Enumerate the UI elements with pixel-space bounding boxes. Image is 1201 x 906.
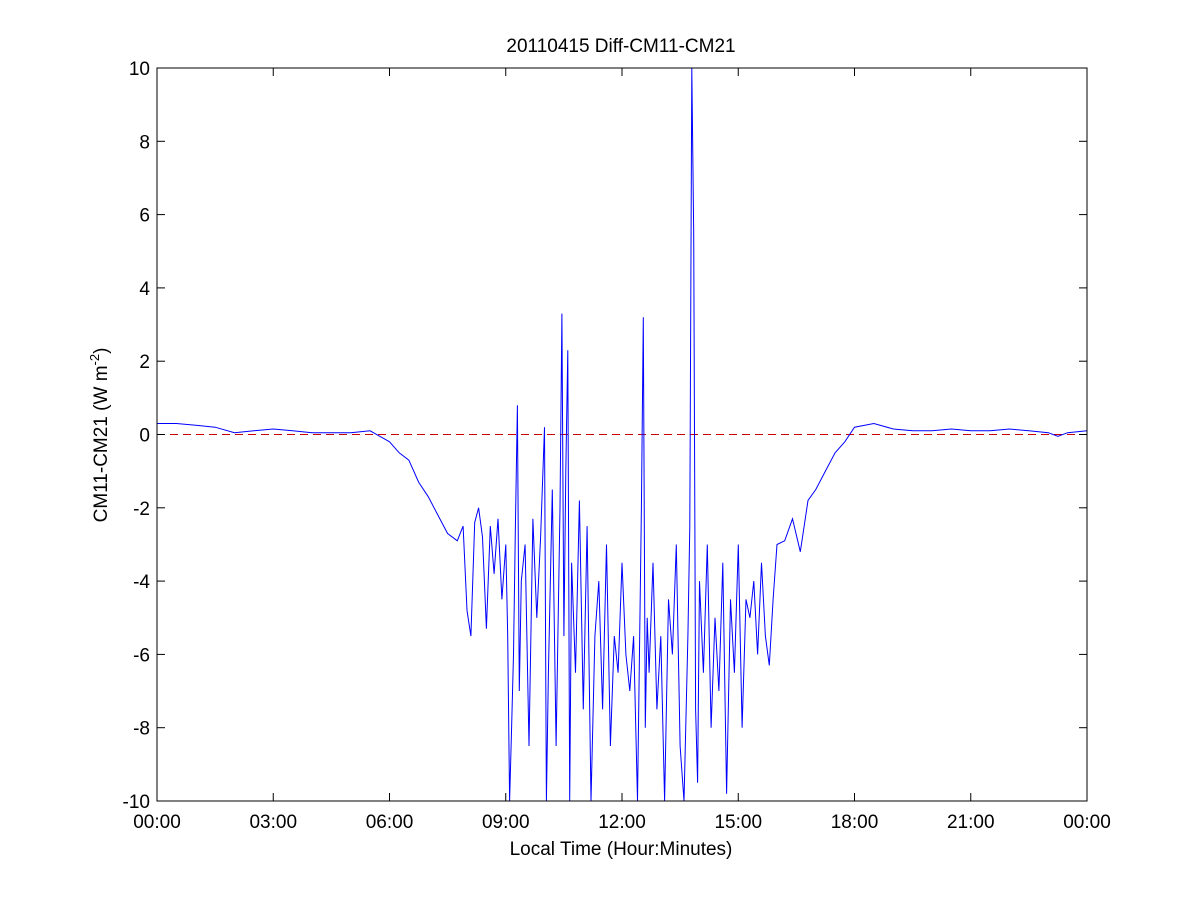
plot-frame (156, 67, 1088, 802)
x-tick-label: 03:00 (249, 812, 297, 833)
x-tick-label: 15:00 (714, 812, 762, 833)
x-tick-label: 00:00 (1063, 812, 1111, 833)
x-tick-label: 06:00 (366, 812, 414, 833)
x-tick-label: 09:00 (482, 812, 530, 833)
x-tick-label: 18:00 (831, 812, 879, 833)
y-tick-label: -2 (133, 499, 150, 520)
plot-area: 00:00 03:00 06:00 09:00 12:00 15:00 18:00 21:00… (123, 59, 1111, 833)
x-axis-title: Local Time (Hour:Minutes) (510, 839, 733, 860)
x-tick-label: 00:00 (133, 812, 181, 833)
y-tick-label: 6 (139, 206, 150, 227)
x-tick-label: 21:00 (947, 812, 995, 833)
y-axis-title-superscript: -2 (87, 354, 102, 366)
y-tick-label: -10 (123, 792, 150, 813)
y-axis-title-suffix: ) (91, 348, 112, 354)
chart-title: 20110415 Diff-CM11-CM21 (506, 36, 735, 57)
y-tick-label: -4 (133, 572, 150, 593)
y-tick-label: -6 (133, 645, 150, 666)
y-axis-title-base: CM11-CM21 (W m (91, 365, 112, 522)
y-tick-label: 2 (139, 352, 150, 373)
y-axis-title: CM11-CM21 (W m-2) (87, 348, 112, 523)
y-tick-label: 10 (129, 59, 150, 80)
y-tick-label: 0 (139, 426, 150, 447)
y-tick-label: -8 (133, 719, 150, 740)
x-tick-label: 12:00 (598, 812, 646, 833)
y-tick-label: 8 (139, 132, 150, 153)
y-tick-label: 4 (139, 279, 150, 300)
series-line-0 (157, 68, 1087, 801)
